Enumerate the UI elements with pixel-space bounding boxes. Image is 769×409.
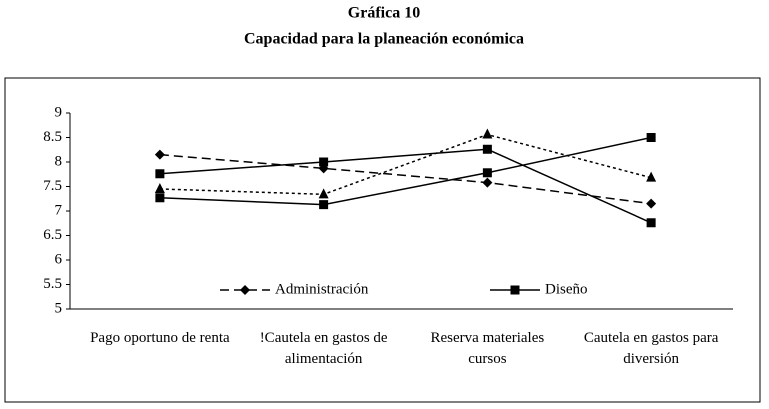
marker [646, 198, 657, 209]
chart-frame [4, 77, 761, 403]
y-tick-label: 8.5 [43, 129, 62, 145]
marker [154, 149, 165, 160]
y-tick-label: 8 [55, 153, 63, 169]
marker [482, 168, 492, 178]
marker [482, 177, 493, 188]
y-tick-label: 7 [55, 202, 63, 218]
marker [154, 182, 165, 193]
series-line [159, 148, 652, 224]
y-tick-label: 5.5 [43, 276, 62, 292]
marker [155, 169, 165, 179]
x-tick-label: Reserva materiales cursos [430, 330, 545, 367]
marker [319, 200, 329, 210]
marker [646, 133, 656, 142]
legend-label: Administración [275, 281, 369, 297]
chart-title: Gráfica 10 [348, 5, 420, 22]
x-tick-label: Cautela en gastos para diversión [583, 330, 719, 367]
marker [482, 144, 492, 154]
y-tick-label: 6 [55, 251, 63, 267]
marker [155, 193, 165, 203]
marker [318, 188, 329, 199]
marker [319, 157, 329, 167]
marker [646, 218, 656, 228]
series-line [159, 133, 652, 196]
y-tick-label: 9 [55, 104, 63, 120]
marker [240, 285, 250, 295]
y-tick-label: 7.5 [43, 178, 62, 194]
series-line [159, 136, 652, 206]
legend-label: Diseño [545, 281, 588, 297]
x-tick-label: !Cautela en gastos de alimentación [259, 330, 388, 367]
x-tick-label: Pago oportuno de renta [90, 330, 230, 346]
marker [510, 285, 520, 295]
series-line [159, 153, 652, 205]
y-tick-label: 6.5 [43, 227, 62, 243]
marker [646, 171, 657, 182]
marker [482, 128, 493, 139]
chart-subtitle: Capacidad para la planeación económica [244, 31, 524, 48]
y-tick-label: 5 [55, 300, 63, 316]
